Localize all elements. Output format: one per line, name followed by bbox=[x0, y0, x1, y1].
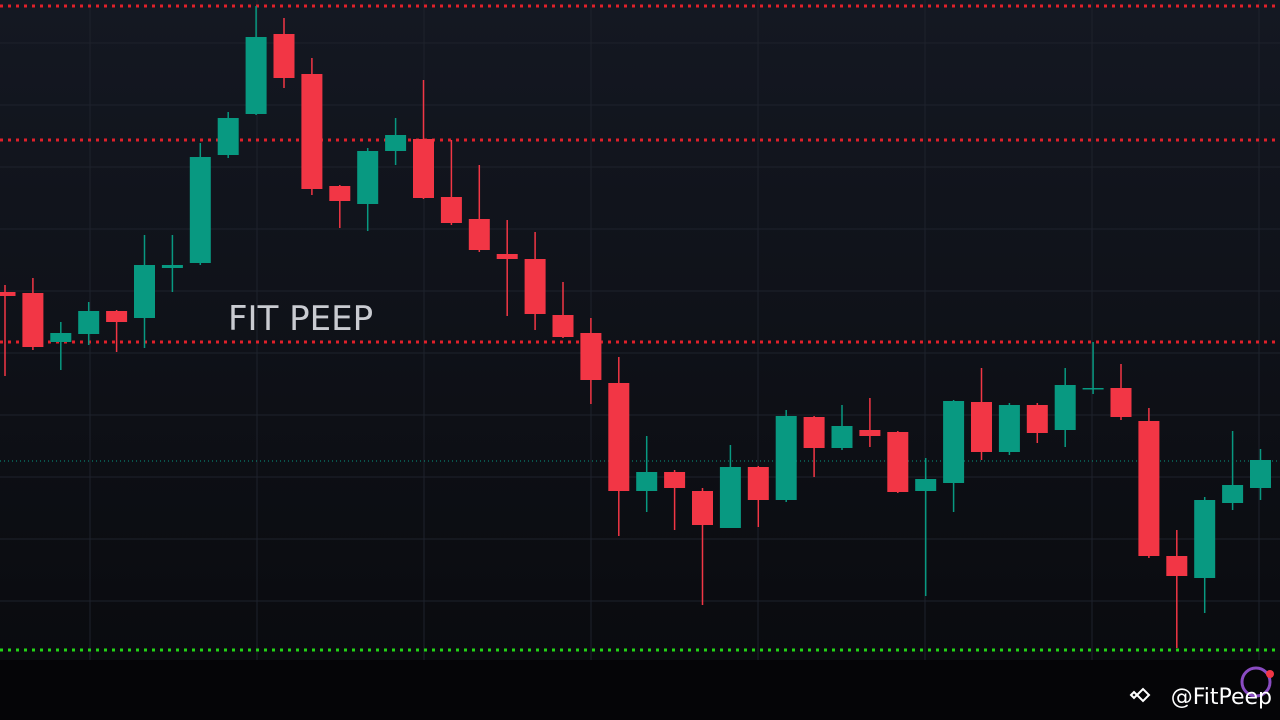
candle-body bbox=[1110, 388, 1132, 417]
candle-body bbox=[273, 34, 295, 78]
candle-body bbox=[468, 219, 490, 250]
candle-body bbox=[1138, 421, 1160, 556]
candle-body bbox=[134, 265, 155, 318]
candle-body bbox=[887, 432, 909, 492]
candle-body bbox=[831, 426, 853, 448]
candle-body bbox=[524, 259, 546, 314]
candle-body bbox=[440, 197, 462, 223]
candle-body bbox=[78, 311, 100, 334]
candle-body bbox=[245, 37, 267, 114]
candle-body bbox=[329, 186, 351, 201]
candle-body bbox=[775, 416, 797, 500]
candle-body bbox=[1082, 388, 1104, 390]
candle-body bbox=[998, 405, 1020, 452]
candle-body bbox=[971, 402, 992, 452]
layout-grid bbox=[0, 0, 1280, 660]
candle-body bbox=[636, 472, 658, 491]
bottom-band bbox=[0, 660, 1280, 720]
candle-body bbox=[496, 254, 518, 259]
candle-body bbox=[161, 265, 183, 268]
candle-body bbox=[664, 472, 686, 488]
candle-body bbox=[106, 311, 128, 322]
candle-body bbox=[552, 315, 574, 337]
candle-body bbox=[357, 151, 379, 204]
handle: @FitPeep bbox=[1171, 685, 1272, 710]
candle-body bbox=[413, 139, 434, 198]
candle-body bbox=[608, 383, 630, 491]
candle-body bbox=[747, 467, 769, 500]
candle-body bbox=[719, 467, 741, 528]
watermark: FIT PEEP bbox=[228, 299, 373, 339]
candle-body bbox=[1026, 405, 1048, 433]
candle-body bbox=[50, 333, 72, 342]
candle-body bbox=[301, 74, 323, 189]
candle-body bbox=[915, 479, 937, 491]
candle-body bbox=[580, 333, 602, 380]
candle-body bbox=[217, 118, 239, 155]
candle-body bbox=[1194, 500, 1216, 578]
candle-body bbox=[803, 417, 825, 448]
candle-body bbox=[385, 135, 407, 151]
candle-body bbox=[22, 293, 44, 347]
candle-body bbox=[1222, 485, 1244, 503]
candle-body bbox=[1166, 556, 1188, 576]
candle-body bbox=[1054, 385, 1076, 430]
plot-background bbox=[0, 0, 1280, 660]
logo bbox=[1129, 666, 1274, 703]
candle-body bbox=[189, 157, 211, 263]
candle-body bbox=[943, 401, 965, 483]
candle-body bbox=[859, 430, 881, 436]
candle-body bbox=[0, 292, 16, 296]
candle-body bbox=[1250, 460, 1271, 488]
candle-body bbox=[692, 491, 713, 525]
